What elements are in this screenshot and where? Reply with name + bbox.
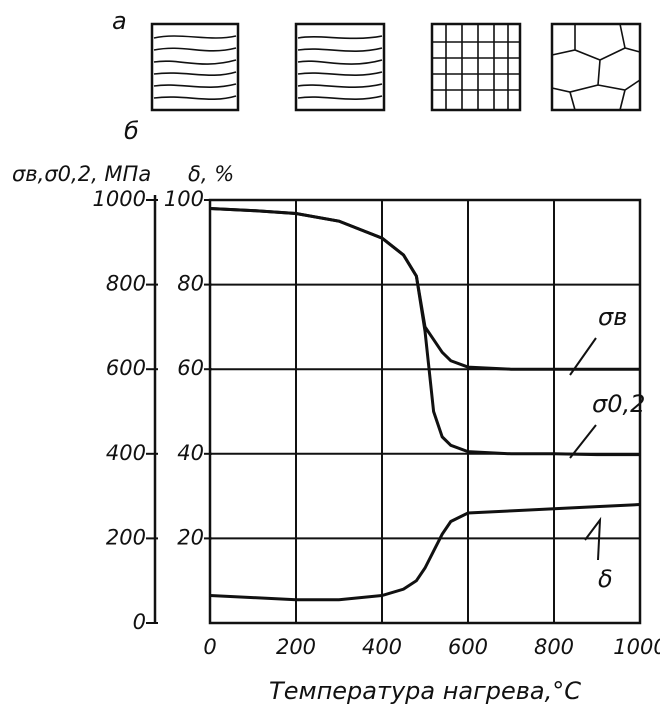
y2-axis-title: δ, % [188,162,234,186]
y2-tick-label: 100 [164,187,204,211]
micro-1 [150,22,240,112]
micro-lines [297,35,383,101]
y-tick-label: 400 [106,441,146,465]
leader-lines [569,337,602,561]
y-tick-label: 800 [106,272,146,296]
x-tick-label: 1000 [613,635,660,659]
y-tick-label: 1000 [93,187,146,211]
y-tick-label: 200 [106,525,146,549]
micro-3 [430,22,522,112]
micro-grains [432,24,520,110]
y2-tick-label: 80 [177,272,204,296]
microstructures [150,22,642,112]
micro-2 [294,22,386,112]
y2-tick-label: 60 [177,356,204,380]
y2-tick-label: 40 [177,441,204,465]
series-label: δ [598,565,613,593]
panel-label: б [124,117,139,145]
y-tick-label: 600 [106,356,146,380]
plot-frame [208,198,642,625]
panel-label: а [112,7,127,35]
micro-lines [153,35,237,101]
x-tick-label: 600 [448,635,488,659]
micro-4 [550,22,642,112]
x-tick-label: 0 [203,635,216,659]
x-tick-label: 200 [276,635,316,659]
y-tick-label: 0 [133,610,146,634]
y-axis-title: σв,σ0,2, МПа [12,162,151,186]
x-tick-label: 800 [534,635,574,659]
series-line [209,503,641,602]
micro-grains [551,23,641,111]
x-axis-title: Температура нагрева,°C [269,677,581,705]
x-tick-label: 400 [362,635,402,659]
series-line [209,206,640,457]
y2-tick-label: 20 [177,525,204,549]
series-label: σв [598,303,627,331]
series-label: σ0,2 [592,390,645,418]
